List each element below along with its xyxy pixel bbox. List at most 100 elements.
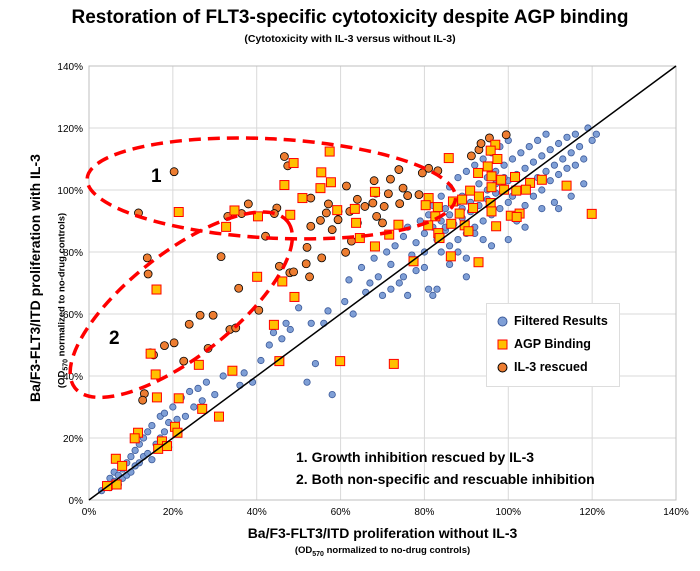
agp-binding-point bbox=[511, 211, 522, 222]
filtered-result-point bbox=[404, 291, 412, 299]
agp-binding-point bbox=[173, 207, 184, 218]
filtered-result-point bbox=[567, 192, 575, 200]
agp-binding-point bbox=[252, 271, 263, 282]
il3-rescued-point bbox=[301, 259, 311, 269]
agp-binding-point bbox=[486, 182, 497, 193]
filtered-result-point bbox=[567, 149, 575, 157]
x-tick-label: 40% bbox=[247, 507, 267, 518]
filtered-result-point bbox=[554, 139, 563, 148]
filtered-result-point bbox=[282, 319, 290, 327]
agp-binding-point bbox=[285, 209, 296, 220]
note-2: 2. Both non-specific and rescuable inhib… bbox=[296, 471, 595, 487]
il3-rescued-point bbox=[306, 221, 316, 231]
agp-binding-point bbox=[496, 174, 507, 185]
y-tick-label: 120% bbox=[57, 124, 83, 135]
agp-binding-point bbox=[536, 174, 547, 185]
agp-binding-point bbox=[129, 433, 140, 444]
agp-binding-point bbox=[297, 193, 308, 204]
x-tick-label: 80% bbox=[414, 507, 434, 518]
agp-binding-point bbox=[473, 167, 484, 178]
il3-rescued-point bbox=[368, 198, 378, 208]
filtered-result-point bbox=[127, 452, 135, 461]
agp-binding-point bbox=[151, 284, 162, 295]
agp-binding-point bbox=[486, 206, 497, 217]
filtered-result-point bbox=[559, 155, 567, 163]
il3-rescued-point bbox=[289, 267, 299, 277]
filtered-result-point bbox=[592, 130, 600, 138]
il3-rescued-point bbox=[317, 253, 327, 263]
filtered-result-point bbox=[437, 192, 445, 200]
filtered-result-point bbox=[538, 205, 546, 213]
filtered-result-point bbox=[471, 161, 479, 169]
agp-binding-point bbox=[221, 221, 232, 232]
agp-binding-point bbox=[520, 184, 531, 195]
agp-binding-point bbox=[289, 291, 300, 302]
filtered-result-point bbox=[475, 180, 483, 188]
agp-binding-point bbox=[213, 411, 224, 422]
il3-rescued-point bbox=[341, 247, 351, 257]
il3-rescued-point bbox=[169, 338, 179, 348]
filtered-result-point bbox=[328, 390, 336, 399]
agp-binding-point bbox=[432, 202, 443, 213]
agp-binding-point bbox=[110, 453, 121, 464]
filtered-result-point bbox=[295, 304, 303, 312]
y-tick-label: 100% bbox=[57, 186, 83, 197]
agp-binding-point bbox=[332, 205, 343, 216]
agp-binding-point bbox=[268, 319, 279, 330]
filtered-result-point bbox=[190, 403, 198, 411]
agp-binding-point bbox=[561, 180, 572, 191]
y-tick-label: 20% bbox=[63, 434, 83, 445]
agp-binding-point bbox=[491, 221, 502, 232]
filtered-result-point bbox=[479, 236, 487, 244]
region-1-ellipse bbox=[85, 136, 458, 241]
filtered-result-point bbox=[173, 415, 181, 423]
filtered-result-point bbox=[345, 276, 353, 284]
agp-binding-point bbox=[586, 208, 597, 219]
chart-title: Restoration of FLT3-specific cytotoxicit… bbox=[71, 7, 629, 28]
agp-binding-point bbox=[229, 205, 240, 216]
agp-binding-point bbox=[388, 358, 399, 369]
il3-rescued-point bbox=[279, 152, 289, 161]
filtered-result-point bbox=[563, 164, 571, 172]
il3-rescued-point bbox=[342, 181, 351, 191]
filtered-result-point bbox=[454, 236, 462, 244]
filtered-result-point bbox=[441, 205, 449, 213]
il3-rescued-point bbox=[327, 225, 337, 235]
filtered-result-point bbox=[169, 403, 177, 411]
filtered-result-point bbox=[324, 307, 332, 315]
filtered-result-point bbox=[462, 273, 470, 281]
agp-binding-point bbox=[468, 202, 479, 213]
filtered-result-point bbox=[504, 198, 512, 206]
il3-rescued-point bbox=[398, 183, 408, 193]
il3-rescued-point bbox=[143, 269, 153, 279]
annotation-1: 1 bbox=[151, 166, 162, 187]
filtered-result-point bbox=[433, 285, 441, 293]
filtered-result-point bbox=[550, 161, 559, 169]
filtered-result-point bbox=[144, 428, 152, 436]
filtered-result-point bbox=[265, 341, 273, 349]
filtered-result-point bbox=[240, 369, 248, 377]
filtered-result-point bbox=[529, 192, 538, 200]
il3-rescued-point bbox=[179, 356, 189, 366]
il3-rescued-point bbox=[306, 193, 316, 203]
agp-binding-point bbox=[316, 167, 327, 178]
filtered-result-point bbox=[462, 254, 470, 262]
filtered-result-point bbox=[554, 205, 563, 213]
identity-line bbox=[88, 65, 677, 501]
filtered-result-point bbox=[349, 310, 357, 318]
filtered-result-point bbox=[542, 167, 550, 175]
filtered-result-point bbox=[387, 285, 395, 293]
il3-rescued-point bbox=[333, 215, 343, 225]
filtered-result-point bbox=[521, 164, 529, 172]
y-tick-label: 140% bbox=[57, 62, 83, 73]
agp-binding-point bbox=[325, 177, 336, 188]
agp-binding-point bbox=[354, 233, 365, 244]
agp-binding-point bbox=[408, 256, 419, 267]
il3-rescued-point bbox=[316, 215, 325, 225]
filtered-result-point bbox=[286, 325, 294, 334]
agp-binding-point bbox=[193, 359, 204, 370]
filtered-result-point bbox=[391, 242, 399, 250]
il3-rescued-point bbox=[369, 176, 379, 186]
agp-binding-point bbox=[473, 257, 484, 268]
